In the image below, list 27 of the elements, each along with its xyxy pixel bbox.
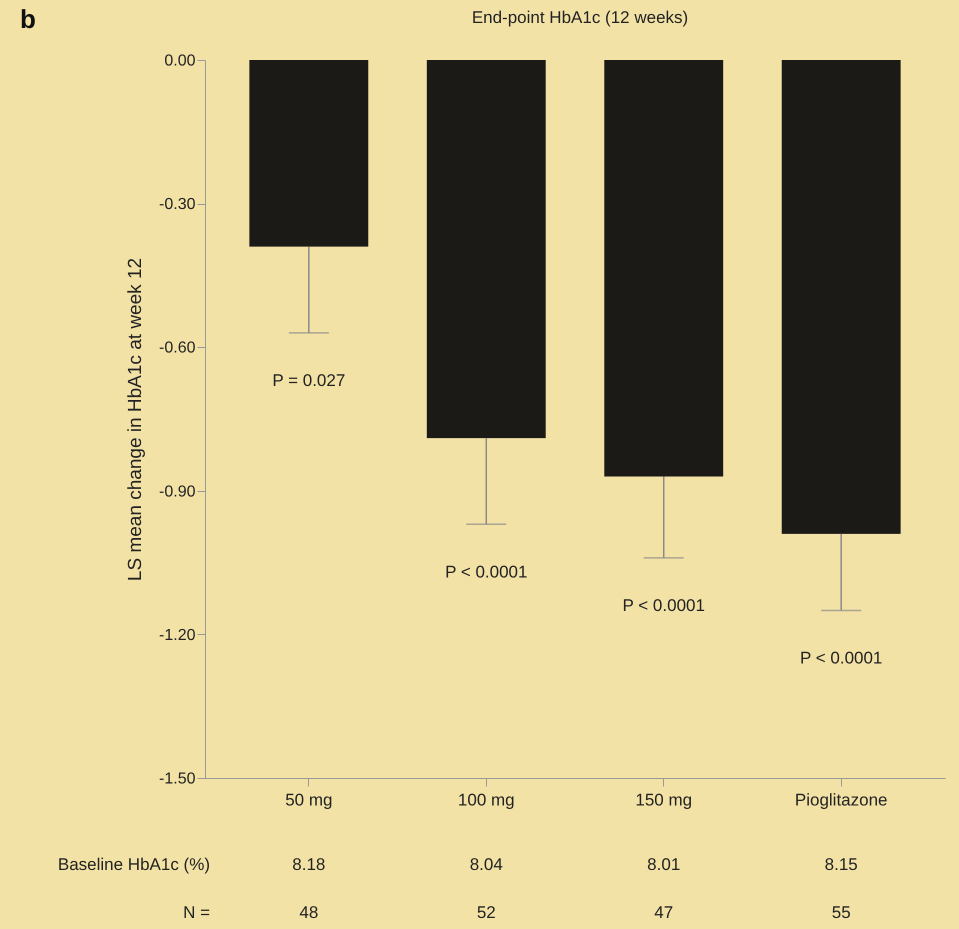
y-tick-label: -1.50 (159, 770, 196, 788)
text: Baseline HbA1c (%) (58, 855, 210, 874)
x-tick-label: 100 mg (458, 790, 515, 810)
y-tick-label: -0.90 (159, 483, 196, 500)
x-tick-label: 150 mg (635, 790, 692, 810)
text: 52 (476, 903, 496, 922)
y-tick-label: -0.30 (159, 196, 196, 214)
annotation: P = 0.027 (272, 370, 346, 390)
annotation: P < 0.0001 (800, 648, 882, 668)
text: 55 (832, 903, 851, 922)
text: 48 (299, 903, 318, 922)
text: N = (183, 903, 210, 922)
y-tick-label: -0.60 (159, 340, 196, 357)
y-tick-label: -1.20 (159, 626, 196, 644)
x-tick-label: Pioglitazone (794, 790, 888, 810)
x-tick-label: 50 mg (285, 790, 332, 810)
text: 8.04 (470, 855, 503, 874)
annotation: P < 0.0001 (622, 596, 705, 615)
annotation: P < 0.0001 (445, 562, 528, 582)
text: 47 (654, 903, 674, 922)
text: 8.01 (647, 855, 680, 874)
y-tick-label: 0.00 (164, 52, 196, 70)
chart-title: End-point HbA1c (12 weeks) (472, 8, 688, 27)
text: 8.15 (824, 855, 858, 874)
y-axis-title: LS mean change in HbA1c at week 12 (125, 258, 146, 582)
text: 8.18 (292, 855, 326, 874)
text: b (20, 4, 36, 34)
